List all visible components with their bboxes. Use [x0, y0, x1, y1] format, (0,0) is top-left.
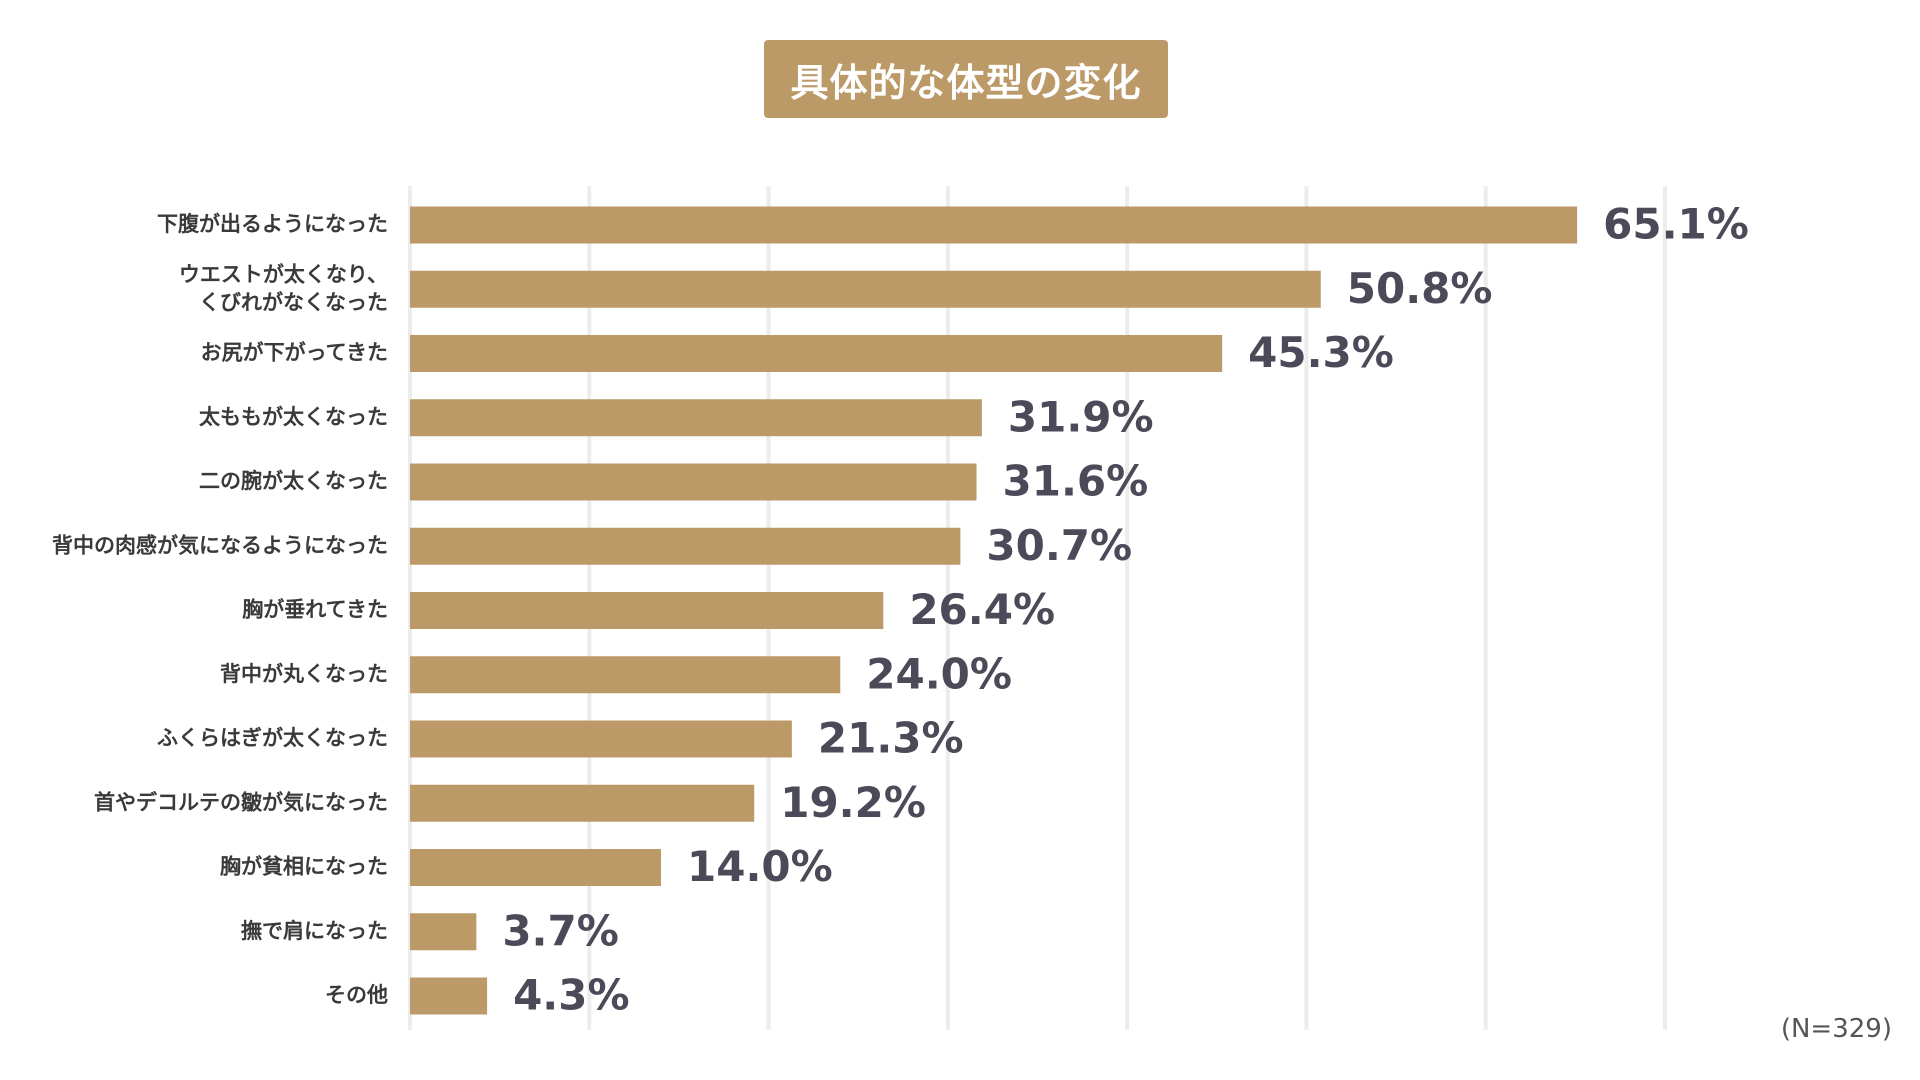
category-label: 背中が丸くなった [220, 662, 388, 686]
bar [410, 720, 792, 758]
value-label: 65.1% [1603, 200, 1749, 249]
bar [410, 592, 884, 629]
category-label: 太ももが太くなった [199, 405, 388, 429]
bar [410, 270, 1321, 308]
value-label: 24.0% [866, 649, 1012, 698]
bar [410, 656, 841, 694]
category-label: ウエストが太くなり、 [179, 262, 388, 286]
value-label: 50.8% [1347, 264, 1493, 313]
category-label: 胸が垂れてきた [242, 598, 388, 622]
value-label: 4.3% [513, 971, 629, 1020]
bar [410, 977, 488, 1015]
bar [410, 206, 1578, 244]
value-label: 30.7% [986, 521, 1132, 570]
category-label: 首やデコルテの皺が気になった [94, 790, 388, 814]
category-label: 背中の肉感が気になるようになった [52, 533, 388, 557]
bar [410, 335, 1223, 372]
value-label: 31.9% [1008, 392, 1154, 441]
category-label: 下腹が出るようになった [157, 212, 388, 236]
value-label: 21.3% [818, 714, 964, 763]
value-label: 45.3% [1248, 328, 1394, 377]
category-label: 二の腕が太くなった [199, 469, 388, 493]
value-label: 14.0% [687, 842, 833, 891]
value-label: 3.7% [502, 906, 618, 955]
bar [410, 849, 661, 886]
bar [410, 784, 755, 822]
category-label: ふくらはぎが太くなった [157, 726, 388, 750]
value-label: 19.2% [780, 778, 926, 827]
category-label: お尻が下がってきた [201, 341, 388, 365]
category-label: 撫で肩になった [241, 919, 388, 943]
category-label: 胸が貧相になった [220, 855, 388, 879]
sample-size-note: (N=329) [1780, 1014, 1892, 1044]
chart-title-box: 具体的な体型の変化 [764, 40, 1168, 118]
chart-title: 具体的な体型の変化 [790, 60, 1142, 105]
value-label: 26.4% [909, 585, 1055, 634]
bar [410, 913, 477, 951]
category-label: くびれがなくなった [199, 290, 388, 314]
value-label: 31.6% [1003, 457, 1149, 506]
bar [410, 399, 982, 437]
bar [410, 463, 977, 501]
category-label: その他 [325, 983, 388, 1007]
bar [410, 527, 961, 565]
